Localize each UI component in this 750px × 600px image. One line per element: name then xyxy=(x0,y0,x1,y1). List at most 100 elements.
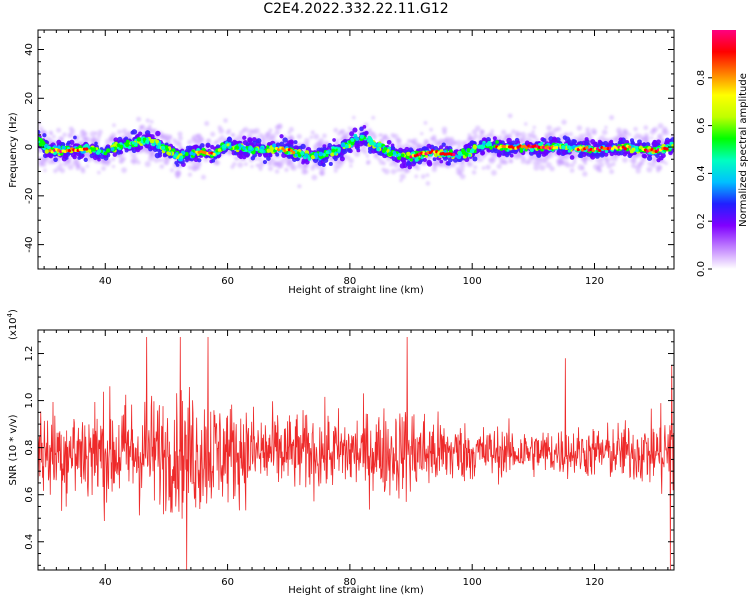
spectrogram-halo-cell xyxy=(169,168,175,173)
spectrogram-band-cell xyxy=(72,154,77,160)
spectrogram-core-cell xyxy=(266,145,270,149)
spectrogram-halo-cell xyxy=(644,135,650,142)
spectrogram-band-cell xyxy=(112,152,118,157)
y-tick-label: -40 xyxy=(24,236,35,252)
x-tick-label: 40 xyxy=(99,577,112,588)
spectrogram-core-cell xyxy=(234,146,238,150)
spectrogram-core-cell xyxy=(348,140,352,144)
spectrogram-halo-cell xyxy=(498,135,503,139)
colorbar-tick-label: 0.4 xyxy=(696,165,707,181)
spectrogram-halo-cell xyxy=(52,134,56,139)
spectrogram-halo-cell xyxy=(503,160,509,165)
spectrogram-halo-cell xyxy=(544,132,551,139)
spectrogram-core-cell xyxy=(131,141,136,145)
y-tick-label: 0.6 xyxy=(24,487,35,503)
spectrogram-band-cell xyxy=(480,150,486,155)
spectrogram-halo-cell xyxy=(352,115,356,120)
spectrogram-halo-cell xyxy=(274,129,280,135)
spectrogram-halo-cell xyxy=(420,174,426,179)
spectrogram-halo-cell xyxy=(96,133,102,139)
spectrogram-halo-cell xyxy=(585,130,591,137)
spectrogram-halo-cell xyxy=(187,172,193,177)
spectrogram-halo-cell xyxy=(177,141,182,146)
spectrogram-halo-cell xyxy=(520,138,525,143)
spectrogram-halo-cell xyxy=(124,132,128,137)
spectrogram-band-cell xyxy=(668,150,673,156)
spectrogram-halo-cell xyxy=(524,122,528,126)
spectrogram-halo-cell xyxy=(265,131,271,137)
spectrogram-halo-cell xyxy=(266,136,272,143)
spectrogram-core-cell xyxy=(561,145,566,150)
spectrogram-peak-cell xyxy=(212,152,216,156)
spectrogram-band-cell xyxy=(652,141,658,147)
spectrogram-core-cell xyxy=(495,140,499,144)
spectrogram-core-cell xyxy=(460,148,465,153)
spectrogram-halo-cell xyxy=(661,160,666,164)
spectrogram-halo-cell xyxy=(459,162,466,169)
spectrogram-halo-cell xyxy=(139,124,144,129)
spectrogram-band-cell xyxy=(514,148,519,153)
spectrogram-halo-cell xyxy=(643,125,649,131)
spectrogram-halo-cell xyxy=(661,129,667,135)
spectrogram-band-cell xyxy=(131,129,138,135)
spectrogram-core-cell xyxy=(38,136,41,142)
spectrogram-halo-cell xyxy=(97,129,103,135)
snr-y-axis-label: SNR (10 * v/v) xyxy=(8,414,19,485)
spectrogram-band-cell xyxy=(536,152,542,158)
spectrogram-core-cell xyxy=(468,153,472,158)
spectrogram-halo-cell xyxy=(187,165,193,170)
spectrogram-core-cell xyxy=(189,151,194,156)
spectrogram-core-cell xyxy=(466,148,471,153)
spectrogram-halo-cell xyxy=(311,174,318,181)
spectrogram-halo-cell xyxy=(89,131,96,138)
spectrogram-halo-cell xyxy=(149,119,154,124)
spectrogram-halo-cell xyxy=(532,125,536,130)
spectrogram-band-cell xyxy=(149,145,155,151)
spectrogram-halo-cell xyxy=(287,130,291,135)
spectrogram-band-cell xyxy=(53,157,58,163)
spectrogram-halo-cell xyxy=(238,130,244,136)
spectrogram-halo-cell xyxy=(609,115,615,121)
spectrogram-halo-cell xyxy=(175,175,180,179)
spectrogram-halo-cell xyxy=(164,161,169,166)
colorbar-tick-label: 0.6 xyxy=(696,118,707,134)
spectrogram-halo-cell xyxy=(568,131,574,137)
spectrogram-halo-cell xyxy=(572,159,577,165)
spectrogram-halo-cell xyxy=(193,137,200,143)
spectrogram-halo-cell xyxy=(345,131,350,136)
spectrogram-band-cell xyxy=(432,157,437,162)
spectrogram-core-cell xyxy=(136,137,142,142)
spectrogram-band-cell xyxy=(346,148,352,153)
spectrogram-core-cell xyxy=(661,144,665,148)
spectrogram-halo-cell xyxy=(256,155,263,162)
spectrogram-halo-cell xyxy=(543,158,548,164)
spectrogram-band-cell xyxy=(349,131,355,137)
spectrogram-halo-cell xyxy=(297,163,303,169)
spectrogram-band-cell xyxy=(362,125,367,129)
spectrogram-band-cell xyxy=(113,137,119,143)
spectrogram-halo-cell xyxy=(258,167,263,171)
x-tick-label: 40 xyxy=(99,276,112,287)
spectrogram-band-cell xyxy=(552,136,557,141)
spectrogram-halo-cell xyxy=(378,159,385,165)
spectrogram-band-cell xyxy=(496,152,502,158)
spectrogram-halo-cell xyxy=(288,126,294,133)
y-tick-label: 1.2 xyxy=(24,346,35,362)
spectrogram-band-cell xyxy=(257,152,263,158)
spectrogram-core-cell xyxy=(480,144,484,148)
spectrogram-halo-cell xyxy=(642,157,647,162)
spectrogram-halo-cell xyxy=(312,144,317,149)
spectrogram-halo-cell xyxy=(592,130,597,135)
spectrogram-band-cell xyxy=(670,137,674,143)
spectrogram-halo-cell xyxy=(480,129,485,134)
spectrogram-core-cell xyxy=(359,134,364,139)
spectrogram-core-cell xyxy=(638,145,643,150)
spectrogram-band-cell xyxy=(73,135,77,140)
x-tick-label: 120 xyxy=(585,577,604,588)
spectrogram-band-cell xyxy=(400,157,406,163)
spectrogram-band-cell xyxy=(341,148,348,155)
spectrogram-band-cell xyxy=(42,133,47,138)
spectrogram-halo-cell xyxy=(261,134,268,141)
spectrogram-core xyxy=(38,125,674,170)
spectrogram-halo-cell xyxy=(605,158,610,163)
